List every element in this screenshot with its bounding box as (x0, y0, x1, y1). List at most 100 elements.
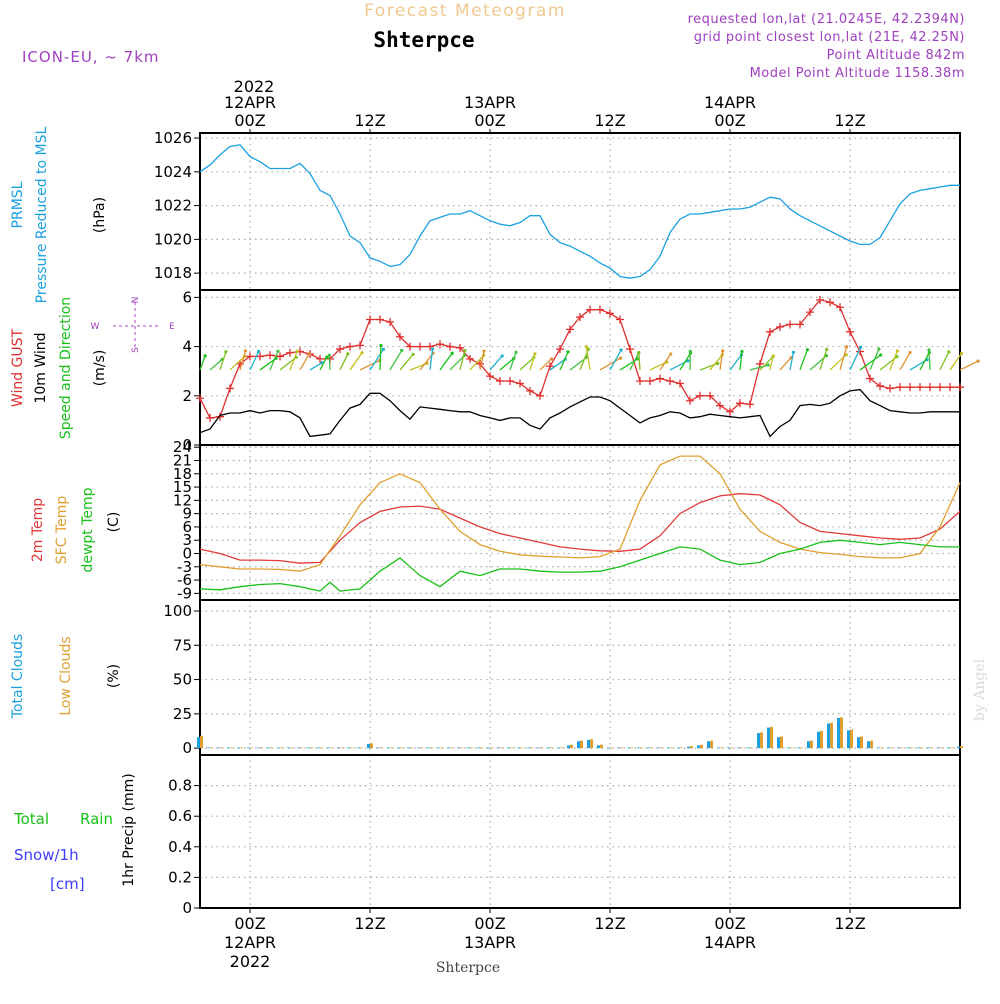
wind-arrow-head (514, 351, 517, 354)
y-tick-label: 1020 (154, 230, 192, 248)
cloud-bar (630, 747, 633, 748)
cloud-bar (700, 745, 703, 748)
cloud-bar (547, 747, 550, 748)
cloud-bar (230, 747, 233, 748)
cloud-bar (540, 747, 543, 748)
cloud-bar (420, 747, 423, 748)
temp-sfc-label: SFC Temp (54, 496, 70, 565)
cloud-bar (800, 747, 803, 748)
grid-point-coords: grid point closest lon,lat (21E, 42.25N) (694, 30, 965, 45)
y-tick-label: 25 (173, 705, 192, 723)
cloud-bar (450, 747, 453, 748)
compass-west: W (91, 322, 100, 332)
clouds-unit: (%) (106, 664, 122, 688)
precip-cm-label: [cm] (50, 875, 85, 893)
requested-coords: requested lon,lat (21.0245E, 42.2394N) (688, 12, 965, 27)
wind-arrow-head (451, 352, 454, 355)
cloud-bar (950, 747, 953, 748)
y-tick-label: 0.4 (168, 838, 192, 856)
top-time-label: 14APR (704, 93, 756, 112)
bottom-time-label: 00Z (474, 914, 505, 933)
cloud-bar (567, 745, 570, 748)
bottom-time-label: 12APR (224, 933, 276, 952)
wind-arrow-head (669, 352, 672, 355)
cloud-bar (597, 745, 600, 748)
cloud-bar (530, 747, 533, 748)
model-altitude: Model Point Altitude 1158.38m (750, 66, 965, 81)
cloud-bar (937, 747, 940, 748)
cloud-bar (447, 747, 450, 748)
cloud-bar (510, 747, 513, 748)
wind-arrow-head (566, 350, 569, 353)
wind-dir-label: Speed and Direction (58, 297, 74, 439)
cloud-bar (660, 747, 663, 748)
wind-arrow-head (431, 348, 434, 351)
cloud-bar (767, 728, 770, 749)
temp-unit: (C) (106, 512, 122, 533)
top-time-label: 12Z (834, 111, 865, 130)
cloud-bar (697, 745, 700, 748)
wind-arrow-head (244, 349, 247, 352)
wind-arrow-head (689, 350, 692, 353)
cloud-bar (807, 741, 810, 748)
cloud-bar (920, 747, 923, 748)
wind-arrow-head (792, 351, 795, 354)
cloud-bar (437, 747, 440, 748)
cloud-bar (357, 747, 360, 748)
wind-arrow-head (204, 354, 207, 357)
cloud-bar (880, 747, 883, 748)
cloud-bar (827, 723, 830, 748)
cloud-bar (360, 747, 363, 748)
bottom-time-label: 00Z (234, 914, 265, 933)
cloud-bar (677, 747, 680, 748)
cloud-bar (377, 747, 380, 748)
cloud-bar (580, 741, 583, 749)
cloud-bar (890, 747, 893, 748)
cloud-bar (210, 747, 213, 748)
cloud-bar (940, 747, 943, 748)
cloud-bar (520, 747, 523, 748)
wind-arrow-head (960, 352, 963, 355)
footer-location: Shterpce (436, 960, 500, 976)
cloud-bar (747, 747, 750, 748)
cloud-bar (850, 730, 853, 749)
wind-arrow-head (740, 350, 743, 353)
cloud-bar (507, 747, 510, 748)
cloud-bar (810, 741, 813, 749)
y-tick-label: 4 (182, 338, 192, 356)
cloud-bar (887, 747, 890, 748)
y-tick-label: 100 (163, 602, 192, 620)
cloud-bar (277, 747, 280, 748)
model-name: ICON-EU, ~ 7km (22, 48, 160, 66)
y-tick-label: 1018 (154, 264, 192, 282)
cloud-bar (687, 747, 690, 748)
cloud-bar (237, 747, 240, 748)
cloud-bar (307, 747, 310, 748)
wind-arrow-head (257, 350, 260, 353)
cloud-bar (340, 747, 343, 748)
cloud-bar (787, 747, 790, 748)
compass-south: S (131, 347, 141, 353)
top-time-label: 12Z (354, 111, 385, 130)
y-tick-label: 0.8 (168, 777, 192, 795)
wind-arrow-head (825, 348, 828, 351)
cloud-bar (667, 747, 670, 748)
cloud-bar (900, 747, 903, 748)
credit-label: by Angel (972, 658, 988, 721)
cloud-bar (640, 747, 643, 748)
cloud-bar (907, 747, 910, 748)
cloud-bar (577, 741, 580, 748)
cloud-bar (217, 747, 220, 748)
cloud-bar (780, 736, 783, 748)
cloud-bar (730, 747, 733, 748)
cloud-bar (287, 747, 290, 748)
wind-arrow-head (637, 351, 640, 354)
cloud-bar (397, 747, 400, 748)
y-tick-label: 0.2 (168, 868, 192, 886)
clouds-total-label: Total Clouds (10, 634, 26, 719)
wind-arrow-head (859, 346, 862, 349)
cloud-bar (197, 737, 200, 748)
cloud-bar (720, 747, 723, 748)
